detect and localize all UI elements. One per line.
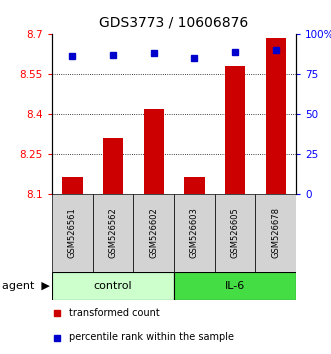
Bar (184, 177, 205, 194)
Bar (174, 194, 215, 272)
Text: percentile rank within the sample: percentile rank within the sample (69, 332, 234, 343)
Text: GDS3773 / 10606876: GDS3773 / 10606876 (99, 16, 249, 30)
Bar (174, 272, 296, 300)
Text: GSM526561: GSM526561 (68, 208, 77, 258)
Bar (255, 194, 296, 272)
Bar (215, 194, 255, 272)
Text: agent  ▶: agent ▶ (2, 281, 50, 291)
Bar (52, 194, 93, 272)
Bar (225, 66, 245, 194)
Bar (103, 138, 123, 194)
Bar (62, 177, 82, 194)
Bar (133, 194, 174, 272)
Text: GSM526605: GSM526605 (230, 208, 240, 258)
Text: GSM526602: GSM526602 (149, 208, 158, 258)
Text: control: control (94, 281, 132, 291)
Text: GSM526678: GSM526678 (271, 207, 280, 258)
Bar (265, 38, 286, 194)
Text: IL-6: IL-6 (225, 281, 245, 291)
Text: GSM526603: GSM526603 (190, 207, 199, 258)
Text: GSM526562: GSM526562 (109, 208, 118, 258)
Bar (52, 272, 174, 300)
Text: transformed count: transformed count (69, 308, 160, 318)
Bar (144, 109, 164, 194)
Bar (93, 194, 133, 272)
